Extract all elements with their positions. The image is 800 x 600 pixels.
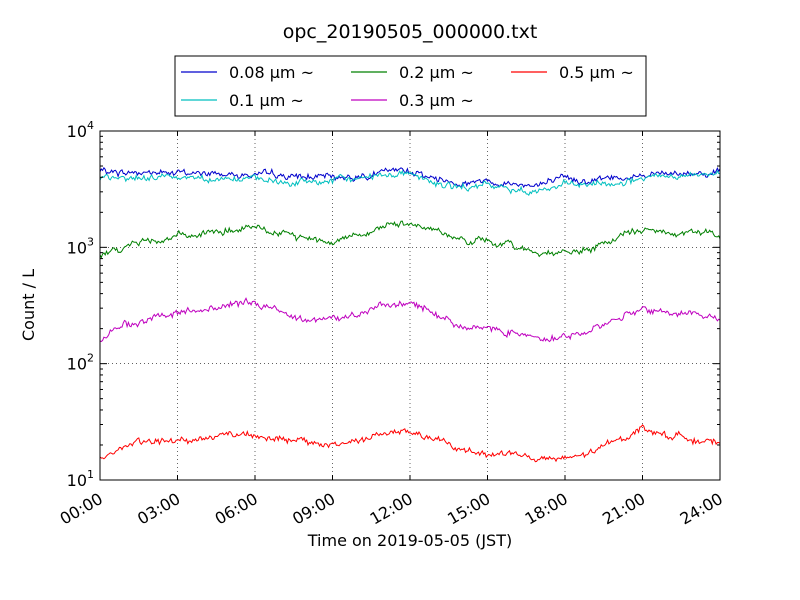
y-tick-exponent: 1	[87, 468, 94, 481]
y-tick-label: 102	[67, 352, 94, 374]
y-tick-base: 10	[67, 238, 87, 257]
x-tick-label: 03:00	[134, 489, 183, 529]
legend-label: 0.1 μm ~	[229, 91, 304, 110]
x-tick-label: 18:00	[522, 489, 571, 529]
series-line	[99, 169, 721, 197]
legend: 0.08 μm ~ 0.1 μm ~ 0.2 μm ~ 0.3 μm ~ 0.5 μm …	[174, 55, 647, 117]
y-tick-exponent: 4	[87, 119, 94, 132]
y-tick-exponent: 3	[87, 235, 94, 248]
y-tick-base: 10	[67, 355, 87, 374]
y-tick-base: 10	[67, 122, 87, 141]
plot-background	[100, 131, 720, 480]
series-layer	[99, 166, 721, 463]
legend-label: 0.08 μm ~	[229, 63, 314, 82]
x-axis-label: Time on 2019-05-05 (JST)	[307, 531, 512, 550]
x-tick-label: 24:00	[677, 489, 726, 529]
x-tick-label: 21:00	[599, 489, 648, 529]
chart-title: opc_20190505_000000.txt	[283, 21, 538, 43]
legend-label: 0.5 μm ~	[559, 63, 634, 82]
y-tick-label: 101	[67, 468, 94, 490]
x-tick-label: 12:00	[367, 489, 416, 529]
x-tick-label: 06:00	[212, 489, 261, 529]
y-tick-exponent: 2	[87, 352, 94, 365]
x-tick-label: 09:00	[289, 489, 338, 529]
x-tick-label: 15:00	[444, 489, 493, 529]
series-line	[99, 424, 721, 463]
legend-label: 0.3 μm ~	[399, 91, 474, 110]
plot-area: 00:00 03:00 06:00 09:00 12:00 15:00 18:00 21:00…	[57, 119, 726, 529]
y-tick-label: 103	[67, 235, 94, 257]
series-line	[99, 297, 721, 343]
legend-label: 0.2 μm ~	[399, 63, 474, 82]
grid	[100, 131, 720, 480]
y-tick-base: 10	[67, 471, 87, 490]
y-axis-label: Count / L	[19, 269, 38, 341]
y-tick-label: 104	[67, 119, 94, 141]
x-tick-label: 00:00	[57, 489, 106, 529]
series-line	[99, 220, 721, 259]
legend-frame	[174, 55, 647, 117]
